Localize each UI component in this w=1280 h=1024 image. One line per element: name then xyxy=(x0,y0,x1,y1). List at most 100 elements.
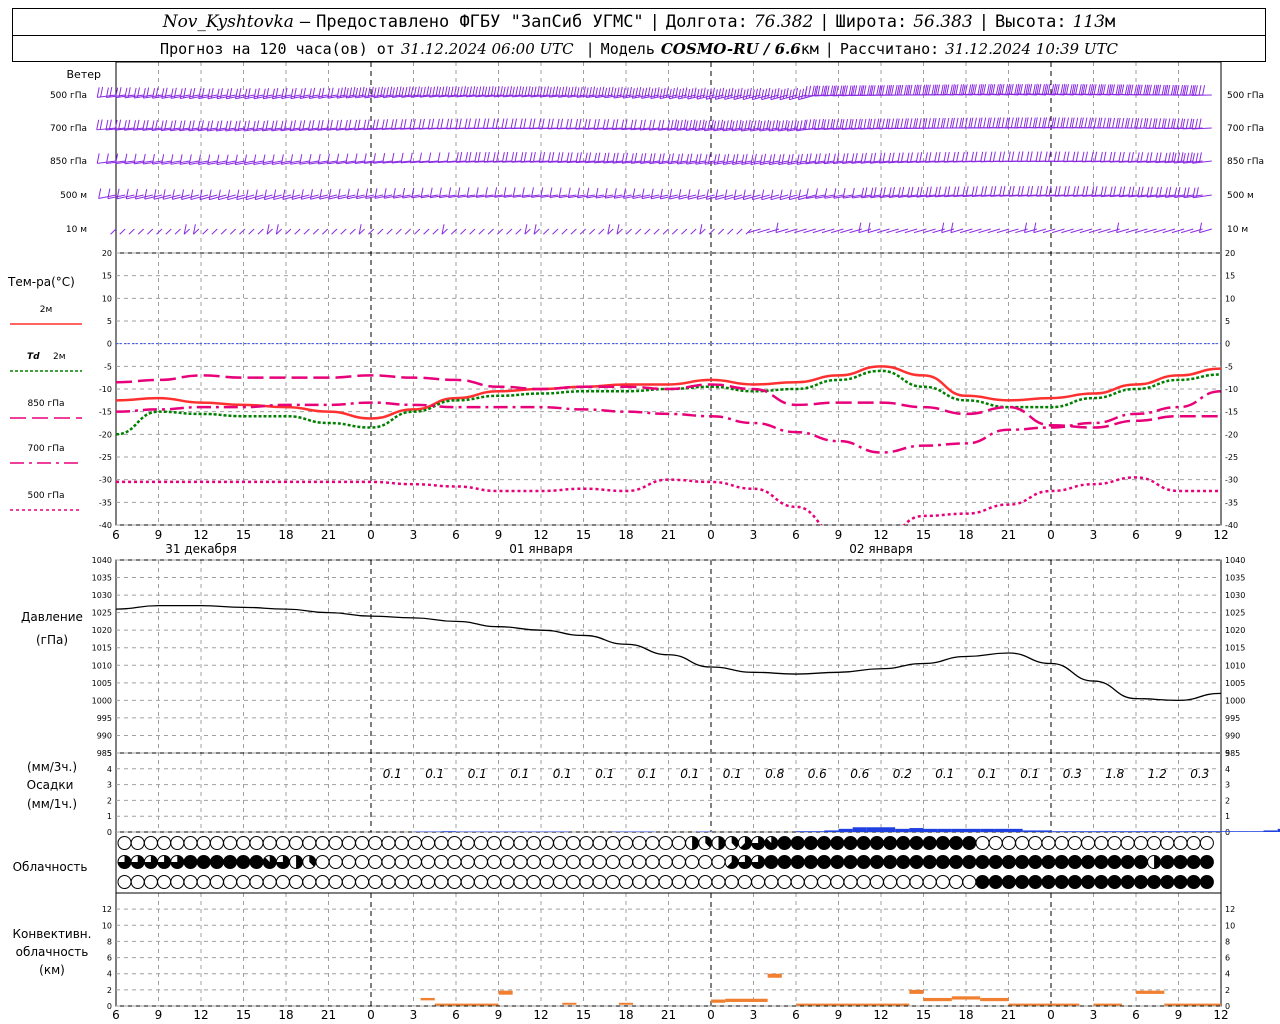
wind-barb-flag xyxy=(946,84,950,95)
precip-tick-label: 1 xyxy=(1225,812,1230,821)
wind-barb-flag xyxy=(519,118,523,129)
wind-barb-flag xyxy=(1161,118,1165,129)
wind-barb-shaft xyxy=(239,228,246,235)
convective-tick-label: 0 xyxy=(1225,1002,1230,1011)
cloud-circle xyxy=(764,855,779,869)
cloud-symbol xyxy=(658,836,673,850)
cloud-symbol xyxy=(935,855,950,869)
wind-barb-flag xyxy=(753,120,757,131)
wind-barb-shaft xyxy=(533,228,540,235)
cloud-symbol xyxy=(487,836,502,850)
wind-barb-flag xyxy=(1136,84,1140,95)
wind-barb-flag xyxy=(512,187,516,198)
cloud-symbol xyxy=(289,836,304,850)
wind-barb-flag xyxy=(635,87,639,98)
wind-barb-flag xyxy=(118,87,122,98)
wind-barb-flag xyxy=(302,87,306,99)
wind-barb-flag xyxy=(1156,84,1160,95)
wind-barb-flag xyxy=(1078,84,1082,95)
wind-barb-flag xyxy=(702,87,706,98)
wind-barb-flag xyxy=(1173,152,1177,164)
cloud-symbol xyxy=(236,836,251,850)
wind-barb-shaft xyxy=(220,228,227,235)
wind-barb-shaft xyxy=(745,228,752,235)
precip-bar xyxy=(1221,831,1236,832)
wind-barb-flag xyxy=(1109,151,1113,163)
cloud-circle xyxy=(935,836,950,850)
temp-tick-label: 5 xyxy=(1225,317,1230,326)
wind-barb-shaft xyxy=(904,228,918,234)
cloud-circle xyxy=(223,875,238,889)
cloud-circle xyxy=(143,875,158,889)
wind-barb-flag xyxy=(889,85,892,96)
wind-barb-flag xyxy=(788,189,792,200)
wind-barb-flag xyxy=(438,187,442,198)
wind-barb-flag xyxy=(995,84,999,95)
cloud-circle xyxy=(1107,875,1122,889)
wind-barb-flag xyxy=(1113,186,1116,197)
wind-barb-shaft xyxy=(531,194,549,198)
wind-barb-flag xyxy=(588,86,592,98)
wind-barb-flag xyxy=(383,188,387,199)
wind-barb-flag xyxy=(458,118,462,129)
wind-barb-flag xyxy=(151,154,155,165)
cloud-circle xyxy=(566,875,581,889)
wind-barb-flag xyxy=(440,118,444,129)
cloud-fill xyxy=(731,836,739,848)
convective-tick-label: 6 xyxy=(107,954,112,963)
temp-legend-label: 850 гПа xyxy=(27,399,64,409)
wind-barb-flag xyxy=(105,119,109,131)
wind-barb-flag xyxy=(863,152,867,163)
wind-barb-shaft xyxy=(687,194,706,200)
wind-barb-flag xyxy=(839,85,843,96)
wind-barb-flag xyxy=(586,187,590,198)
wind-barb-flag xyxy=(429,187,433,198)
wind-barb-shaft xyxy=(1006,228,1019,234)
cloud-symbol xyxy=(1173,855,1188,869)
cloud-symbol xyxy=(130,855,145,869)
cloud-circle xyxy=(619,836,634,850)
cloud-circle xyxy=(170,875,185,889)
wind-barb-flag xyxy=(567,187,571,198)
wind-barb-shaft xyxy=(337,194,356,200)
cloud-fill xyxy=(276,855,290,869)
cloud-circle xyxy=(671,836,686,850)
wind-barb-flag xyxy=(1023,84,1027,95)
pressure-tick-label: 1010 xyxy=(1225,661,1245,670)
wind-barb-flag xyxy=(1128,84,1132,95)
wind-barb-flag xyxy=(1115,84,1119,95)
wind-barb-flag xyxy=(1034,117,1038,128)
cloud-circle xyxy=(632,836,647,850)
precip-bar xyxy=(1263,830,1278,832)
wind-barb-flag xyxy=(927,118,931,129)
wind-barb-flag xyxy=(1185,118,1189,129)
wind-barb-flag xyxy=(980,186,984,197)
pressure-tick-label: 1025 xyxy=(1225,609,1245,618)
wind-barb-flag xyxy=(398,86,402,97)
wind-barb-shaft xyxy=(604,94,623,99)
wind-barb-flag xyxy=(907,84,911,96)
wind-barb-flag xyxy=(592,86,596,97)
model-label: Модель xyxy=(600,39,655,58)
cloud-symbol xyxy=(843,855,858,869)
wind-barb-flag xyxy=(1035,186,1039,197)
wind-barb-flag xyxy=(781,153,785,165)
wind-barb-flag xyxy=(977,117,981,128)
cloud-symbol xyxy=(658,855,673,869)
wind-barb-flag xyxy=(1099,151,1103,163)
wind-barb-flag xyxy=(320,119,324,131)
convective-bar xyxy=(796,1003,910,1006)
wind-barb-flag xyxy=(1117,84,1121,95)
wind-level-label: 10 м xyxy=(1227,225,1248,235)
cloud-circle xyxy=(460,855,475,869)
cloud-circle xyxy=(843,855,858,869)
cloud-symbol xyxy=(447,855,462,869)
wind-barb-flag xyxy=(842,153,846,164)
cloud-symbol xyxy=(355,855,370,869)
temp-tick-label: -35 xyxy=(1225,498,1238,507)
cloud-circle xyxy=(1173,836,1188,850)
temp-tick-label: 0 xyxy=(1225,340,1230,349)
cloud-symbol xyxy=(1120,836,1135,850)
time-tick-label: 0 xyxy=(707,528,715,542)
cloud-symbol xyxy=(394,855,409,869)
